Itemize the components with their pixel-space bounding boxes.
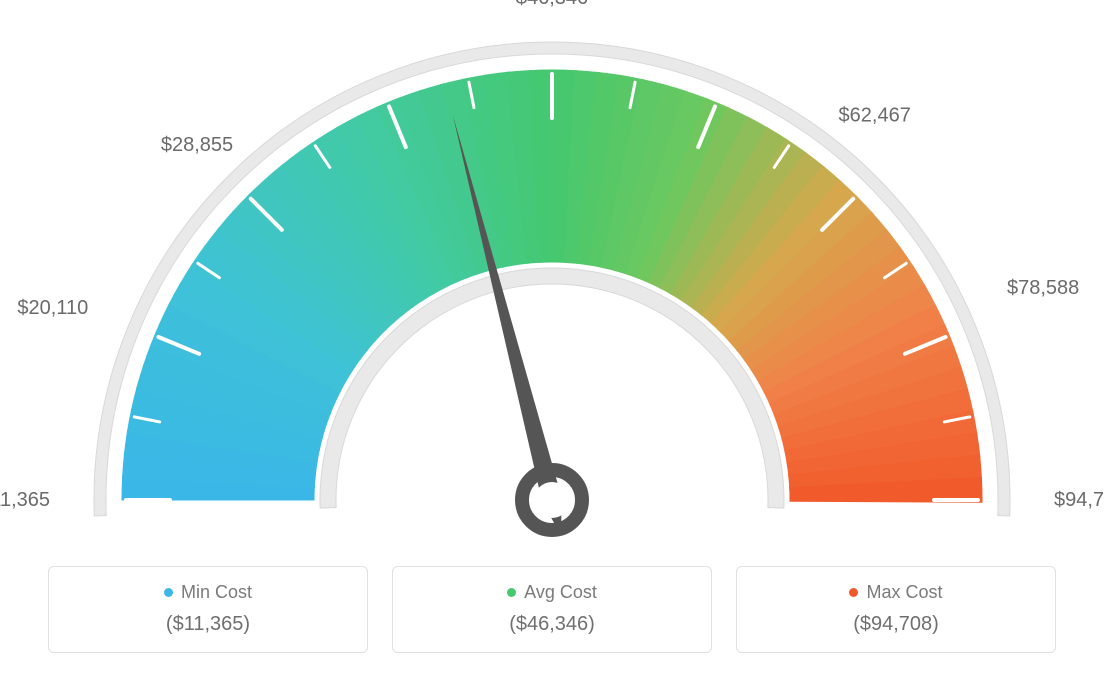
dot-min bbox=[164, 588, 173, 597]
legend-value-min: ($11,365) bbox=[59, 613, 357, 636]
legend-card-avg: Avg Cost ($46,346) bbox=[392, 566, 712, 653]
legend-label-min: Min Cost bbox=[181, 582, 252, 602]
legend-label-max: Max Cost bbox=[866, 582, 942, 602]
svg-text:$28,855: $28,855 bbox=[161, 134, 233, 156]
legend-title-max: Max Cost bbox=[747, 581, 1045, 603]
svg-text:$78,588: $78,588 bbox=[1007, 277, 1079, 299]
dot-max bbox=[849, 588, 858, 597]
svg-text:$62,467: $62,467 bbox=[839, 104, 911, 126]
gauge-svg: $11,365 $20,110 $28,855 $46,346 $62,467 $78,5… bbox=[0, 0, 1104, 560]
legend-card-min: Min Cost ($11,365) bbox=[48, 566, 368, 653]
gauge-chart: $11,365 $20,110 $28,855 $46,346 $62,467 $78,5… bbox=[0, 0, 1104, 560]
legend-value-max: ($94,708) bbox=[747, 613, 1045, 636]
legend-label-avg: Avg Cost bbox=[524, 582, 597, 602]
svg-text:$20,110: $20,110 bbox=[17, 297, 88, 319]
dot-avg bbox=[507, 588, 516, 597]
svg-text:$46,346: $46,346 bbox=[516, 0, 588, 9]
legend-title-avg: Avg Cost bbox=[403, 581, 701, 603]
legend-value-avg: ($46,346) bbox=[403, 613, 701, 636]
legend-row: Min Cost ($11,365) Avg Cost ($46,346) Ma… bbox=[0, 566, 1104, 653]
svg-text:$11,365: $11,365 bbox=[0, 489, 50, 511]
svg-text:$94,708: $94,708 bbox=[1054, 489, 1104, 511]
legend-card-max: Max Cost ($94,708) bbox=[736, 566, 1056, 653]
legend-title-min: Min Cost bbox=[59, 581, 357, 603]
